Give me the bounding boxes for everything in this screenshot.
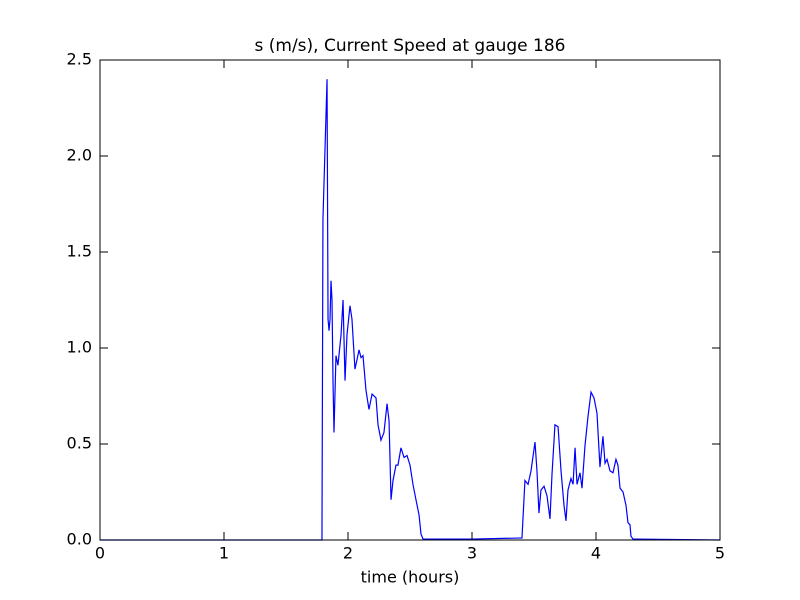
x-tick-label: 5 — [715, 544, 725, 563]
x-tick-label: 4 — [591, 544, 601, 563]
y-tick-label: 1.5 — [67, 242, 92, 261]
y-tick-label: 0.0 — [67, 530, 92, 549]
x-axis-label: time (hours) — [361, 568, 460, 587]
plot-frame — [99, 59, 721, 541]
y-tick-label: 1.0 — [67, 338, 92, 357]
x-tick-label: 1 — [219, 544, 229, 563]
y-tick-label: 2.0 — [67, 146, 92, 165]
chart-title: s (m/s), Current Speed at gauge 186 — [255, 36, 566, 56]
x-tick-label: 2 — [343, 544, 353, 563]
x-tick-label: 0 — [95, 544, 105, 563]
y-tick-label: 0.5 — [67, 434, 92, 453]
y-tick-label: 2.5 — [67, 50, 92, 69]
x-tick-label: 3 — [467, 544, 477, 563]
